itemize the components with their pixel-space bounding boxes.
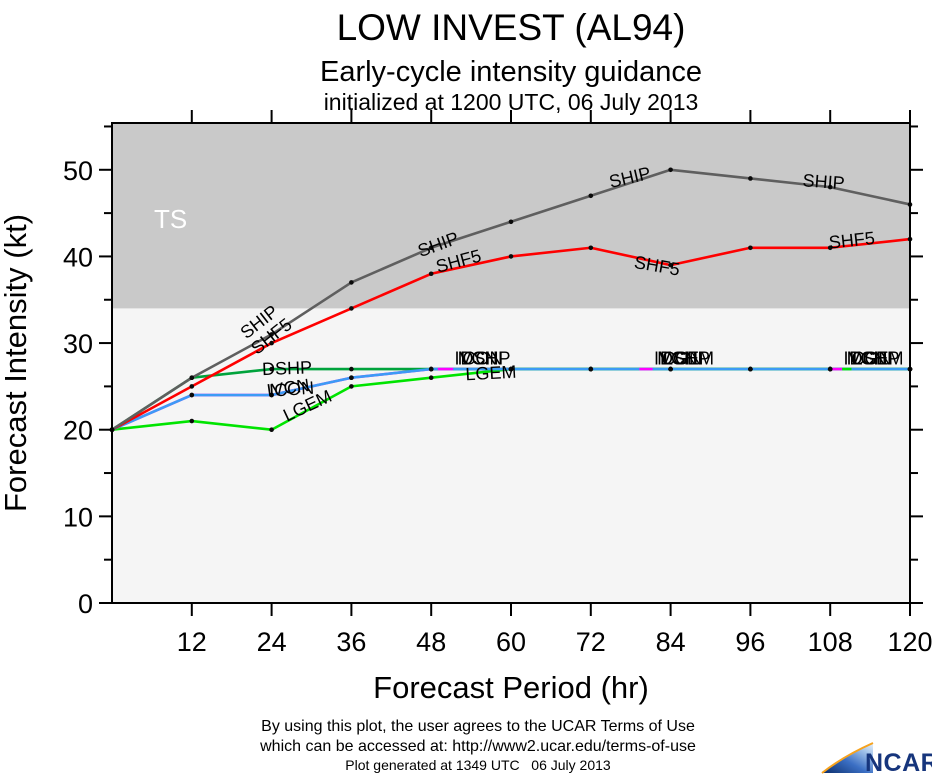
data-point-ship-60: [508, 219, 514, 225]
x-tick-label-120: 120: [887, 627, 932, 657]
x-tick-label-60: 60: [496, 627, 526, 657]
data-point-icon-12: [189, 392, 195, 398]
data-point-dshp-24: [269, 366, 274, 372]
x-tick-label-84: 84: [656, 627, 686, 657]
data-point-shf5-48: [428, 271, 434, 277]
data-point-icon-72: [588, 366, 594, 372]
line-label-lgem-12: LGEM: [465, 362, 517, 385]
plot-generated-timestamp: Plot generated at 1349 UTC 06 July 2013: [345, 757, 611, 773]
data-point-icon-84: [668, 366, 673, 372]
ts-region-label: TS: [154, 204, 187, 234]
terms-of-use-line2: which can be accessed at: http://www2.uc…: [259, 738, 696, 755]
terms-of-use-line1: By using this plot, the user agrees to t…: [261, 718, 695, 735]
data-point-icon-108: [827, 366, 833, 372]
cluster-2-label-lgem: LGEM: [853, 349, 904, 369]
ts-shaded-region: [112, 123, 910, 309]
x-tick-label-96: 96: [735, 627, 765, 657]
ncar-logo-swoosh: [822, 743, 873, 773]
data-point-dshp-36: [349, 366, 354, 372]
data-point-shf5-72: [588, 245, 594, 251]
plot-background-below-ts: [112, 308, 910, 603]
y-tick-label-50: 50: [63, 156, 93, 186]
data-point-shf5-36: [349, 306, 354, 311]
data-point-ship-84: [668, 167, 673, 173]
cluster-2-label-icon: ICON: [847, 349, 892, 369]
data-point-shf5-60: [508, 254, 514, 259]
data-point-ship-12: [189, 375, 195, 381]
ncar-logo: NCAR: [821, 742, 932, 777]
data-point-shf5-84: [668, 262, 673, 268]
x-tick-label-12: 12: [177, 627, 207, 657]
x-tick-label-72: 72: [576, 627, 606, 657]
data-point-ship-24: [269, 332, 274, 337]
data-point-shf5-108: [827, 245, 833, 251]
cluster-0-label-dshp: DSHP: [460, 349, 510, 369]
chart-canvas: SHIPSHF5SHIPSHF5SHIPSHF5SHIPSHF5DSHPIVCN…: [63, 110, 932, 657]
line-label-icon-10: ICON: [268, 378, 314, 401]
line-label-dshp-8: DSHP: [262, 357, 313, 379]
cluster-1-label-dshp: DSHP: [660, 349, 710, 369]
x-tick-label-108: 108: [808, 627, 853, 657]
x-axis-title: Forecast Period (hr): [373, 670, 649, 705]
y-axis-title: Forecast Intensity (kt): [0, 214, 33, 512]
data-point-shf5-12: [189, 384, 195, 389]
x-tick-label-48: 48: [416, 627, 446, 657]
data-point-icon-24: [269, 392, 274, 398]
data-point-lgem-48: [428, 375, 434, 381]
data-point-ship-36: [349, 280, 354, 285]
cluster-1-label-lgem: LGEM: [663, 349, 714, 369]
data-point-lgem-24: [269, 427, 274, 433]
cluster-2-label-dshp: DSHP: [850, 349, 900, 369]
data-point-icon-96: [748, 366, 753, 372]
cluster-0-label-icon: ICON: [457, 349, 502, 369]
data-point-ship-96: [748, 176, 753, 181]
line-label-shf5-7: SHF5: [828, 228, 876, 253]
data-point-shf5-96: [748, 245, 753, 251]
ncar-logo-orange-arc: [821, 742, 874, 774]
x-tick-label-24: 24: [257, 627, 287, 657]
data-point-ship-72: [588, 193, 594, 199]
y-tick-label-20: 20: [63, 416, 93, 446]
y-tick-label-0: 0: [78, 589, 93, 619]
data-point-icon-60: [508, 366, 514, 372]
data-point-lgem-36: [349, 384, 354, 389]
x-tick-label-36: 36: [336, 627, 366, 657]
data-point-icon-48: [428, 366, 434, 372]
ncar-logo-text: NCAR: [865, 749, 932, 777]
chart-subtitle: Early-cycle intensity guidance: [320, 56, 702, 88]
cluster-2-label-ivcn: IVCN: [844, 349, 887, 369]
data-point-ship-48: [428, 245, 434, 251]
y-tick-label-30: 30: [63, 329, 93, 359]
cluster-1-label-ivcn: IVCN: [654, 349, 697, 369]
data-point-lgem-12: [189, 418, 195, 424]
y-tick-label-40: 40: [63, 242, 93, 272]
y-tick-label-10: 10: [63, 502, 93, 532]
data-point-ship-108: [827, 184, 833, 190]
line-label-ship-6: SHIP: [802, 170, 845, 193]
chart-title: LOW INVEST (AL94): [337, 7, 686, 48]
chart-init-time: initialized at 1200 UTC, 06 July 2013: [324, 89, 699, 115]
data-point-shf5-24: [269, 340, 274, 346]
cluster-1-label-icon: ICON: [657, 349, 702, 369]
data-point-icon-36: [349, 375, 354, 381]
cluster-0-label-ivcn: IVCN: [454, 349, 497, 369]
